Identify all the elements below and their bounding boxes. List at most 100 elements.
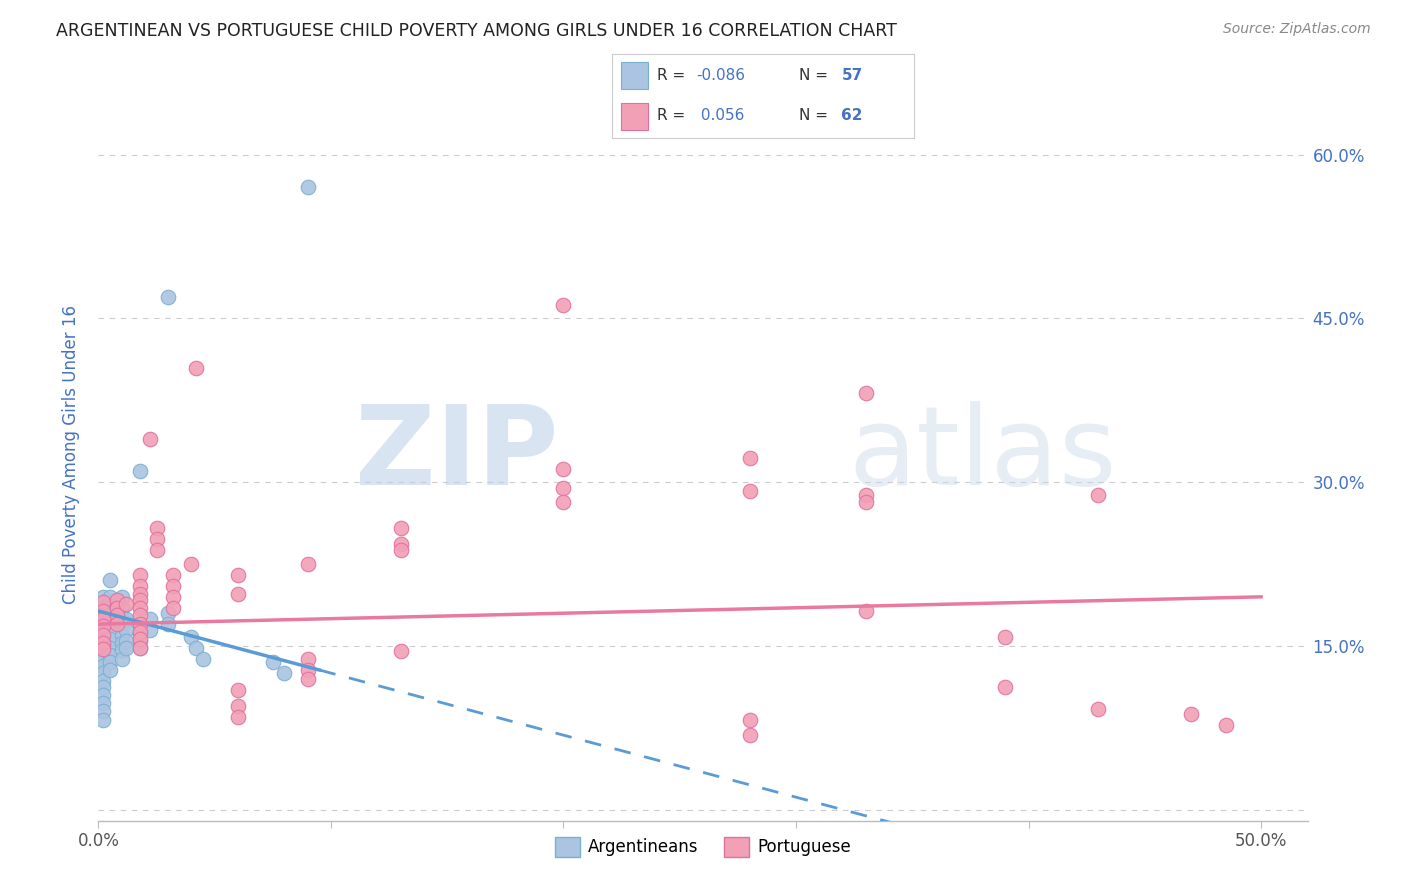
Point (98, 590, 121, 604)
Point (145, 542, 167, 557)
Point (226, 710, 249, 724)
Point (226, 586, 249, 600)
Point (91, 642, 114, 657)
Text: atlas: atlas (848, 401, 1116, 508)
Point (129, 641, 152, 656)
Point (162, 579, 184, 593)
Y-axis label: Child Poverty Among Girls Under 16: Child Poverty Among Girls Under 16 (62, 305, 80, 605)
Point (129, 568, 152, 582)
Point (98, 632, 121, 647)
Point (91, 600, 114, 615)
Point (91, 628, 114, 642)
Point (297, 180, 319, 194)
Point (91, 633, 114, 648)
Point (115, 633, 138, 648)
Point (111, 612, 134, 626)
Point (91, 636, 114, 650)
Point (157, 606, 180, 620)
Point (111, 590, 134, 604)
Point (226, 698, 249, 713)
Point (553, 481, 575, 495)
Point (91, 681, 114, 695)
Point (738, 483, 761, 498)
Point (91, 666, 114, 681)
Point (162, 568, 184, 582)
Point (98, 574, 121, 588)
Point (111, 643, 134, 657)
Point (389, 644, 412, 658)
Point (738, 729, 761, 743)
Point (129, 641, 152, 656)
Point (157, 290, 180, 304)
Point (115, 623, 138, 637)
Point (262, 656, 284, 670)
Point (91, 590, 114, 604)
Point (115, 612, 138, 626)
Point (98, 617, 121, 632)
Point (98, 663, 121, 677)
Point (162, 600, 184, 615)
Point (105, 593, 128, 607)
Point (129, 632, 152, 647)
Point (98, 648, 121, 662)
Point (129, 586, 152, 600)
Point (157, 617, 180, 632)
Point (129, 617, 152, 632)
Point (91, 604, 114, 618)
Point (91, 713, 114, 727)
Bar (620, 62, 648, 89)
Point (91, 639, 114, 653)
Point (111, 619, 134, 633)
Point (129, 633, 152, 648)
Point (91, 696, 114, 710)
Point (98, 600, 121, 615)
Point (226, 568, 249, 582)
Point (389, 542, 412, 557)
Point (129, 579, 152, 593)
Point (129, 625, 152, 640)
Point (855, 488, 877, 502)
Point (855, 604, 877, 618)
Point (91, 623, 114, 637)
Point (1215, 717, 1237, 731)
Point (389, 521, 412, 535)
Point (855, 495, 877, 509)
Point (553, 495, 575, 509)
Point (129, 464, 152, 478)
Point (111, 636, 134, 650)
Point (129, 600, 152, 615)
Point (115, 598, 138, 612)
Point (297, 672, 319, 686)
Legend: Argentineans, Portuguese: Argentineans, Portuguese (548, 830, 858, 863)
Point (91, 644, 114, 658)
Point (91, 705, 114, 719)
Text: N =: N = (799, 108, 828, 123)
Point (98, 624, 121, 639)
Point (1087, 488, 1109, 502)
Point (91, 628, 114, 642)
Text: 57: 57 (841, 68, 863, 83)
Text: Source: ZipAtlas.com: Source: ZipAtlas.com (1223, 22, 1371, 37)
Point (226, 682, 249, 697)
Point (145, 532, 167, 546)
Point (162, 590, 184, 604)
Text: R =: R = (657, 108, 685, 123)
Point (105, 608, 128, 623)
Point (91, 652, 114, 666)
Point (297, 663, 319, 677)
Point (297, 557, 319, 571)
Text: 62: 62 (841, 108, 863, 123)
Text: 0.056: 0.056 (696, 108, 745, 123)
Point (553, 298, 575, 312)
Text: ARGENTINEAN VS PORTUGUESE CHILD POVERTY AMONG GIRLS UNDER 16 CORRELATION CHART: ARGENTINEAN VS PORTUGUESE CHILD POVERTY … (56, 22, 897, 40)
Point (105, 617, 128, 632)
Point (98, 656, 121, 670)
Point (138, 432, 160, 446)
Point (180, 630, 202, 644)
Point (738, 713, 761, 727)
Point (91, 612, 114, 626)
Point (91, 673, 114, 688)
Text: N =: N = (799, 68, 828, 83)
Point (553, 462, 575, 476)
Point (129, 624, 152, 639)
